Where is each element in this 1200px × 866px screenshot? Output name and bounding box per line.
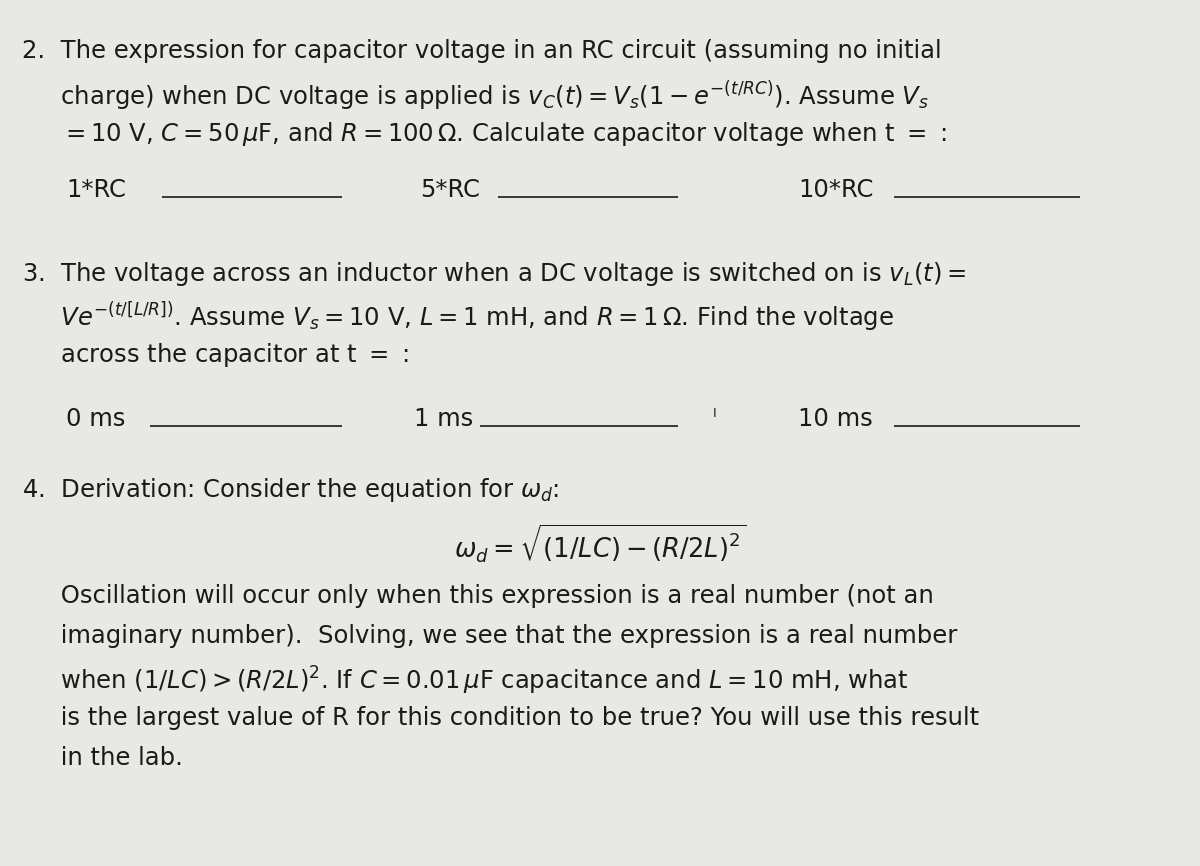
Text: 4.  Derivation: Consider the equation for $\omega_d$:: 4. Derivation: Consider the equation for… xyxy=(22,476,559,504)
Text: 3.  The voltage across an inductor when a DC voltage is switched on is $v_L(t) =: 3. The voltage across an inductor when a… xyxy=(22,260,966,288)
Text: 2.  The expression for capacitor voltage in an RC circuit (assuming no initial: 2. The expression for capacitor voltage … xyxy=(22,39,941,63)
Text: when $(1/LC) > (R/2L)^2$. If $C = 0.01\,\mu$F capacitance and $L = 10$ mH, what: when $(1/LC) > (R/2L)^2$. If $C = 0.01\,… xyxy=(22,665,908,697)
Text: 0 ms: 0 ms xyxy=(66,407,125,431)
Text: 10*RC: 10*RC xyxy=(798,178,874,202)
Text: charge) when DC voltage is applied is $v_C(t) = V_s\left(1 - e^{-(t/RC)}\right)$: charge) when DC voltage is applied is $v… xyxy=(22,80,929,113)
Text: across the capacitor at t $=$ :: across the capacitor at t $=$ : xyxy=(22,341,408,369)
Text: 5*RC: 5*RC xyxy=(420,178,480,202)
Text: Oscillation will occur only when this expression is a real number (not an: Oscillation will occur only when this ex… xyxy=(22,584,934,608)
Text: $Ve^{-(t/[L/R])}$. Assume $V_s = 10$ V, $L = 1$ mH, and $R = 1\,\Omega$. Find th: $Ve^{-(t/[L/R])}$. Assume $V_s = 10$ V, … xyxy=(22,301,894,334)
Text: is the largest value of R for this condition to be true? You will use this resul: is the largest value of R for this condi… xyxy=(22,706,979,730)
Text: $\omega_d = \sqrt{(1/LC) - (R/2L)^2}$: $\omega_d = \sqrt{(1/LC) - (R/2L)^2}$ xyxy=(454,523,746,565)
Text: imaginary number).  Solving, we see that the expression is a real number: imaginary number). Solving, we see that … xyxy=(22,624,956,649)
Text: 1 ms: 1 ms xyxy=(414,407,473,431)
Text: I: I xyxy=(713,407,716,420)
Text: 1*RC: 1*RC xyxy=(66,178,126,202)
Text: 10 ms: 10 ms xyxy=(798,407,872,431)
Text: $= 10$ V, $C = 50\,\mu$F, and $R = 100\,\Omega$. Calculate capacitor voltage whe: $= 10$ V, $C = 50\,\mu$F, and $R = 100\,… xyxy=(22,120,946,148)
Text: in the lab.: in the lab. xyxy=(22,746,182,771)
